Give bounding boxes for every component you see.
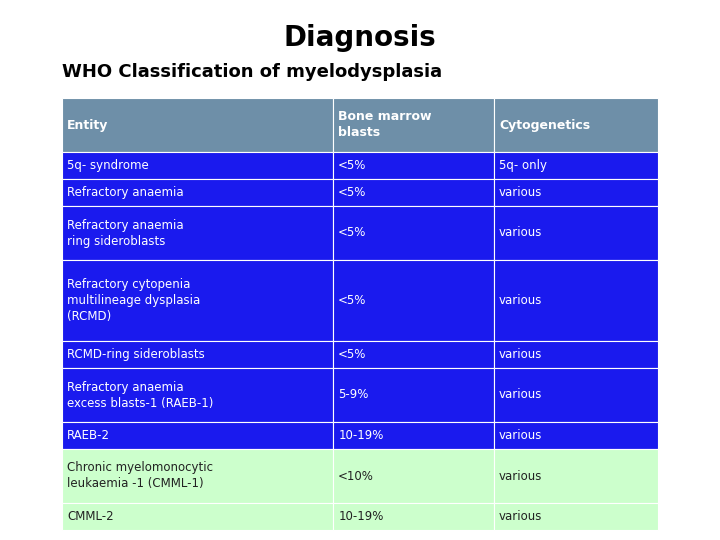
Bar <box>62 179 333 206</box>
Bar <box>333 206 494 260</box>
Bar <box>494 368 658 422</box>
Text: CMML-2: CMML-2 <box>67 510 114 523</box>
Bar <box>333 260 494 341</box>
Bar <box>333 368 494 422</box>
Text: 5q- syndrome: 5q- syndrome <box>67 159 149 172</box>
Text: <5%: <5% <box>338 226 366 240</box>
Bar <box>62 422 333 449</box>
Bar <box>333 98 494 152</box>
Text: RCMD-ring sideroblasts: RCMD-ring sideroblasts <box>67 348 204 361</box>
Bar <box>62 341 333 368</box>
Text: Refractory anaemia
excess blasts-1 (RAEB-1): Refractory anaemia excess blasts-1 (RAEB… <box>67 381 213 409</box>
Text: Chronic myelomonocytic
leukaemia -1 (CMML-1): Chronic myelomonocytic leukaemia -1 (CMM… <box>67 462 213 490</box>
Text: 10-19%: 10-19% <box>338 429 384 442</box>
Text: Diagnosis: Diagnosis <box>284 24 436 52</box>
Bar <box>333 449 494 503</box>
Text: Entity: Entity <box>67 118 109 132</box>
Bar <box>62 260 333 341</box>
Bar <box>62 98 333 152</box>
Bar <box>62 368 333 422</box>
Text: WHO Classification of myelodysplasia: WHO Classification of myelodysplasia <box>62 63 442 81</box>
Text: Bone marrow
blasts: Bone marrow blasts <box>338 111 432 139</box>
Text: various: various <box>499 348 542 361</box>
Text: <5%: <5% <box>338 348 366 361</box>
Text: 10-19%: 10-19% <box>338 510 384 523</box>
Text: Cytogenetics: Cytogenetics <box>499 118 590 132</box>
Bar <box>494 260 658 341</box>
Text: <10%: <10% <box>338 469 374 483</box>
Text: 5q- only: 5q- only <box>499 159 547 172</box>
Text: various: various <box>499 226 542 240</box>
Text: various: various <box>499 388 542 402</box>
Bar <box>494 98 658 152</box>
Bar <box>494 503 658 530</box>
Text: Refractory cytopenia
multilineage dysplasia
(RCMD): Refractory cytopenia multilineage dyspla… <box>67 278 200 323</box>
Bar <box>494 449 658 503</box>
Bar <box>333 341 494 368</box>
Text: various: various <box>499 294 542 307</box>
Text: various: various <box>499 429 542 442</box>
Bar <box>333 422 494 449</box>
Bar <box>494 206 658 260</box>
Bar <box>494 422 658 449</box>
Text: RAEB-2: RAEB-2 <box>67 429 110 442</box>
Bar <box>333 179 494 206</box>
Bar <box>62 503 333 530</box>
Bar <box>494 179 658 206</box>
Bar <box>62 206 333 260</box>
Text: various: various <box>499 186 542 199</box>
Bar <box>62 449 333 503</box>
Text: <5%: <5% <box>338 159 366 172</box>
Bar <box>494 341 658 368</box>
Text: 5-9%: 5-9% <box>338 388 369 402</box>
Text: <5%: <5% <box>338 186 366 199</box>
Bar <box>494 152 658 179</box>
Text: various: various <box>499 469 542 483</box>
Bar <box>333 503 494 530</box>
Text: Refractory anaemia
ring sideroblasts: Refractory anaemia ring sideroblasts <box>67 219 184 247</box>
Bar <box>62 152 333 179</box>
Text: Refractory anaemia: Refractory anaemia <box>67 186 184 199</box>
Text: <5%: <5% <box>338 294 366 307</box>
Text: various: various <box>499 510 542 523</box>
Bar <box>333 152 494 179</box>
